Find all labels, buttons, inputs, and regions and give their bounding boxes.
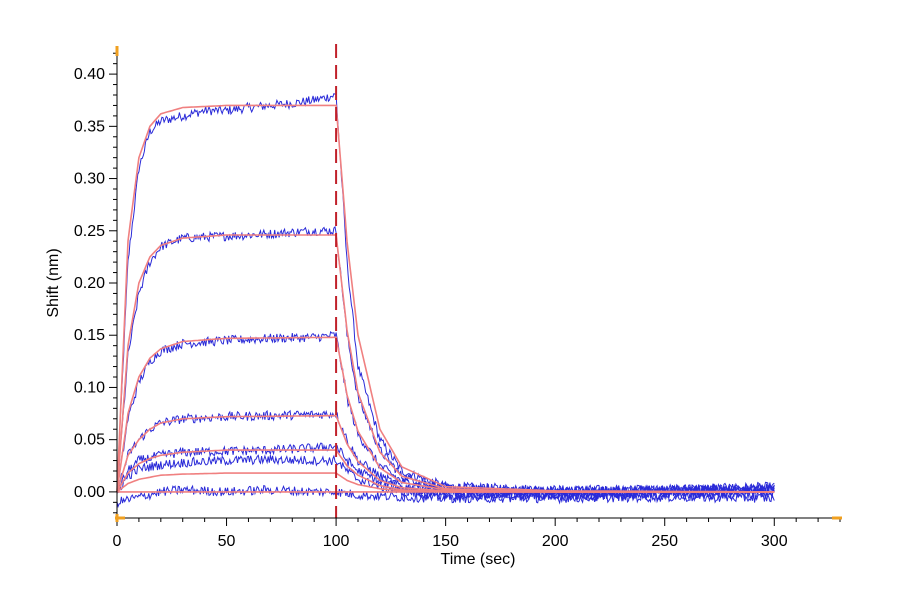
y-tick-label: 0.30 — [74, 171, 105, 188]
fit-curve-4 — [116, 414, 775, 493]
y-tick-label: 0.10 — [74, 379, 105, 396]
measured-trace-3 — [116, 330, 775, 498]
y-tick-label: 0.25 — [74, 223, 105, 240]
x-tick-label: 150 — [432, 533, 459, 550]
y-tick-label: 0.35 — [74, 118, 105, 135]
x-tick-label: 100 — [323, 533, 350, 550]
plot-area — [116, 44, 775, 518]
x-tick-label: 0 — [113, 533, 122, 550]
fit-curve-5 — [116, 449, 775, 493]
y-tick-label: 0.20 — [74, 275, 105, 292]
y-axis-title: Shift (nm) — [45, 248, 62, 317]
y-tick-label: 0.00 — [74, 484, 105, 501]
measured-trace-2 — [116, 225, 775, 497]
fit-curve-3 — [116, 336, 775, 493]
x-tick-label: 300 — [761, 533, 788, 550]
x-tick-label: 200 — [542, 533, 569, 550]
x-axis-title: Time (sec) — [441, 551, 516, 568]
measured-trace-6 — [116, 454, 775, 503]
y-tick-label: 0.40 — [74, 66, 105, 83]
measured-trace-1 — [116, 93, 775, 497]
y-tick-label: 0.05 — [74, 432, 105, 449]
axes: 0.00 0.05 0.10 0.15 0.20 0.25 0.30 0.35 0.40 0 50 1… — [74, 46, 842, 550]
fit-curve-2 — [116, 234, 775, 493]
y-tick-label: 0.15 — [74, 327, 105, 344]
fit-curve-1 — [116, 104, 775, 493]
x-tick-label: 250 — [651, 533, 678, 550]
measured-trace-4 — [116, 409, 775, 500]
x-tick-label: 50 — [218, 533, 236, 550]
measured-trace-7 — [116, 484, 775, 509]
